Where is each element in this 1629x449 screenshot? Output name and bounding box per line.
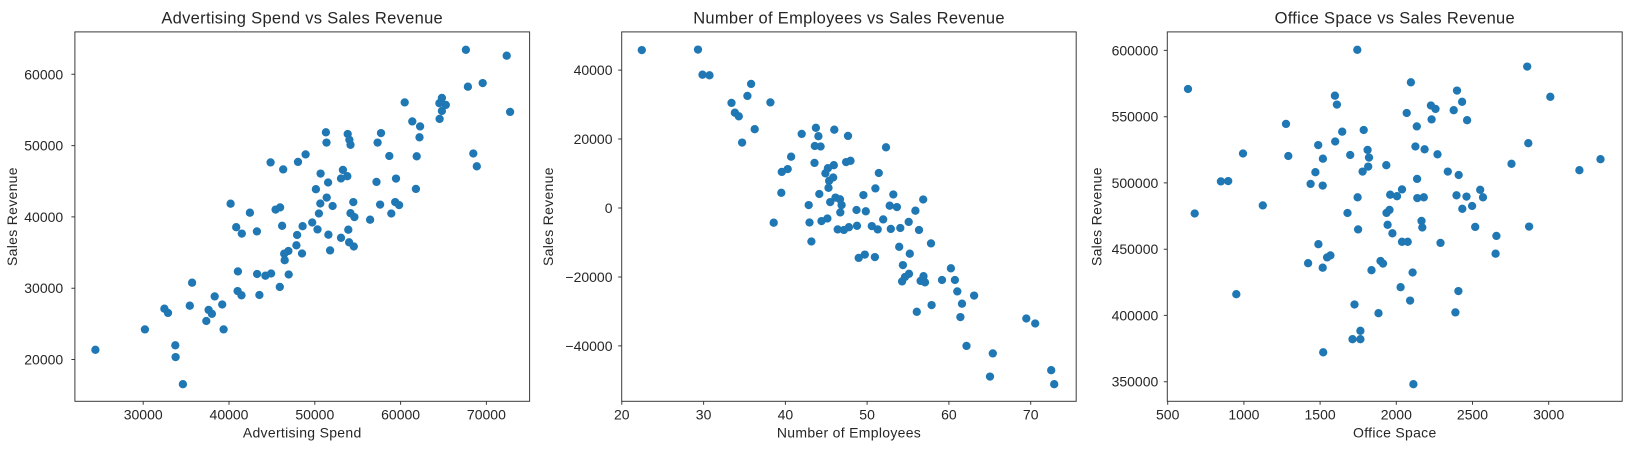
svg-text:70000: 70000: [467, 407, 506, 423]
svg-text:550000: 550000: [1112, 109, 1159, 125]
svg-text:40000: 40000: [574, 62, 613, 78]
svg-text:60000: 60000: [381, 407, 420, 423]
svg-text:Sales Revenue: Sales Revenue: [1089, 167, 1105, 266]
svg-text:1500: 1500: [1305, 407, 1336, 423]
svg-text:20000: 20000: [574, 131, 613, 147]
svg-text:Office Space: Office Space: [1353, 425, 1437, 441]
svg-text:Advertising Spend: Advertising Spend: [243, 425, 362, 441]
svg-text:Office Space vs Sales Revenue: Office Space vs Sales Revenue: [1275, 10, 1515, 28]
svg-text:60000: 60000: [24, 66, 63, 82]
svg-text:2000: 2000: [1381, 407, 1412, 423]
svg-text:70: 70: [1023, 407, 1039, 423]
svg-text:600000: 600000: [1112, 42, 1159, 58]
svg-text:−40000: −40000: [565, 338, 612, 354]
svg-text:30000: 30000: [24, 280, 63, 296]
svg-text:50: 50: [859, 407, 875, 423]
svg-text:3000: 3000: [1533, 407, 1564, 423]
svg-text:1000: 1000: [1228, 407, 1259, 423]
svg-text:0: 0: [605, 200, 613, 216]
svg-text:Sales Revenue: Sales Revenue: [4, 167, 20, 266]
svg-text:400000: 400000: [1112, 307, 1159, 323]
svg-text:50000: 50000: [24, 138, 63, 154]
svg-text:30000: 30000: [124, 407, 163, 423]
svg-text:−20000: −20000: [565, 269, 612, 285]
svg-text:40: 40: [778, 407, 794, 423]
svg-text:500: 500: [1156, 407, 1180, 423]
svg-text:30: 30: [696, 407, 712, 423]
svg-text:500000: 500000: [1112, 175, 1159, 191]
svg-text:Advertising Spend vs Sales Rev: Advertising Spend vs Sales Revenue: [161, 10, 443, 28]
svg-text:450000: 450000: [1112, 241, 1159, 257]
svg-text:20000: 20000: [24, 352, 63, 368]
svg-text:Number of Employees vs Sales R: Number of Employees vs Sales Revenue: [693, 10, 1005, 28]
svg-text:50000: 50000: [295, 407, 334, 423]
svg-text:60: 60: [941, 407, 957, 423]
svg-text:40000: 40000: [24, 209, 63, 225]
svg-text:20: 20: [614, 407, 630, 423]
svg-text:350000: 350000: [1112, 374, 1159, 390]
svg-text:2500: 2500: [1457, 407, 1488, 423]
svg-text:Number of Employees: Number of Employees: [777, 425, 921, 441]
svg-text:Sales Revenue: Sales Revenue: [540, 167, 556, 266]
svg-text:40000: 40000: [210, 407, 249, 423]
